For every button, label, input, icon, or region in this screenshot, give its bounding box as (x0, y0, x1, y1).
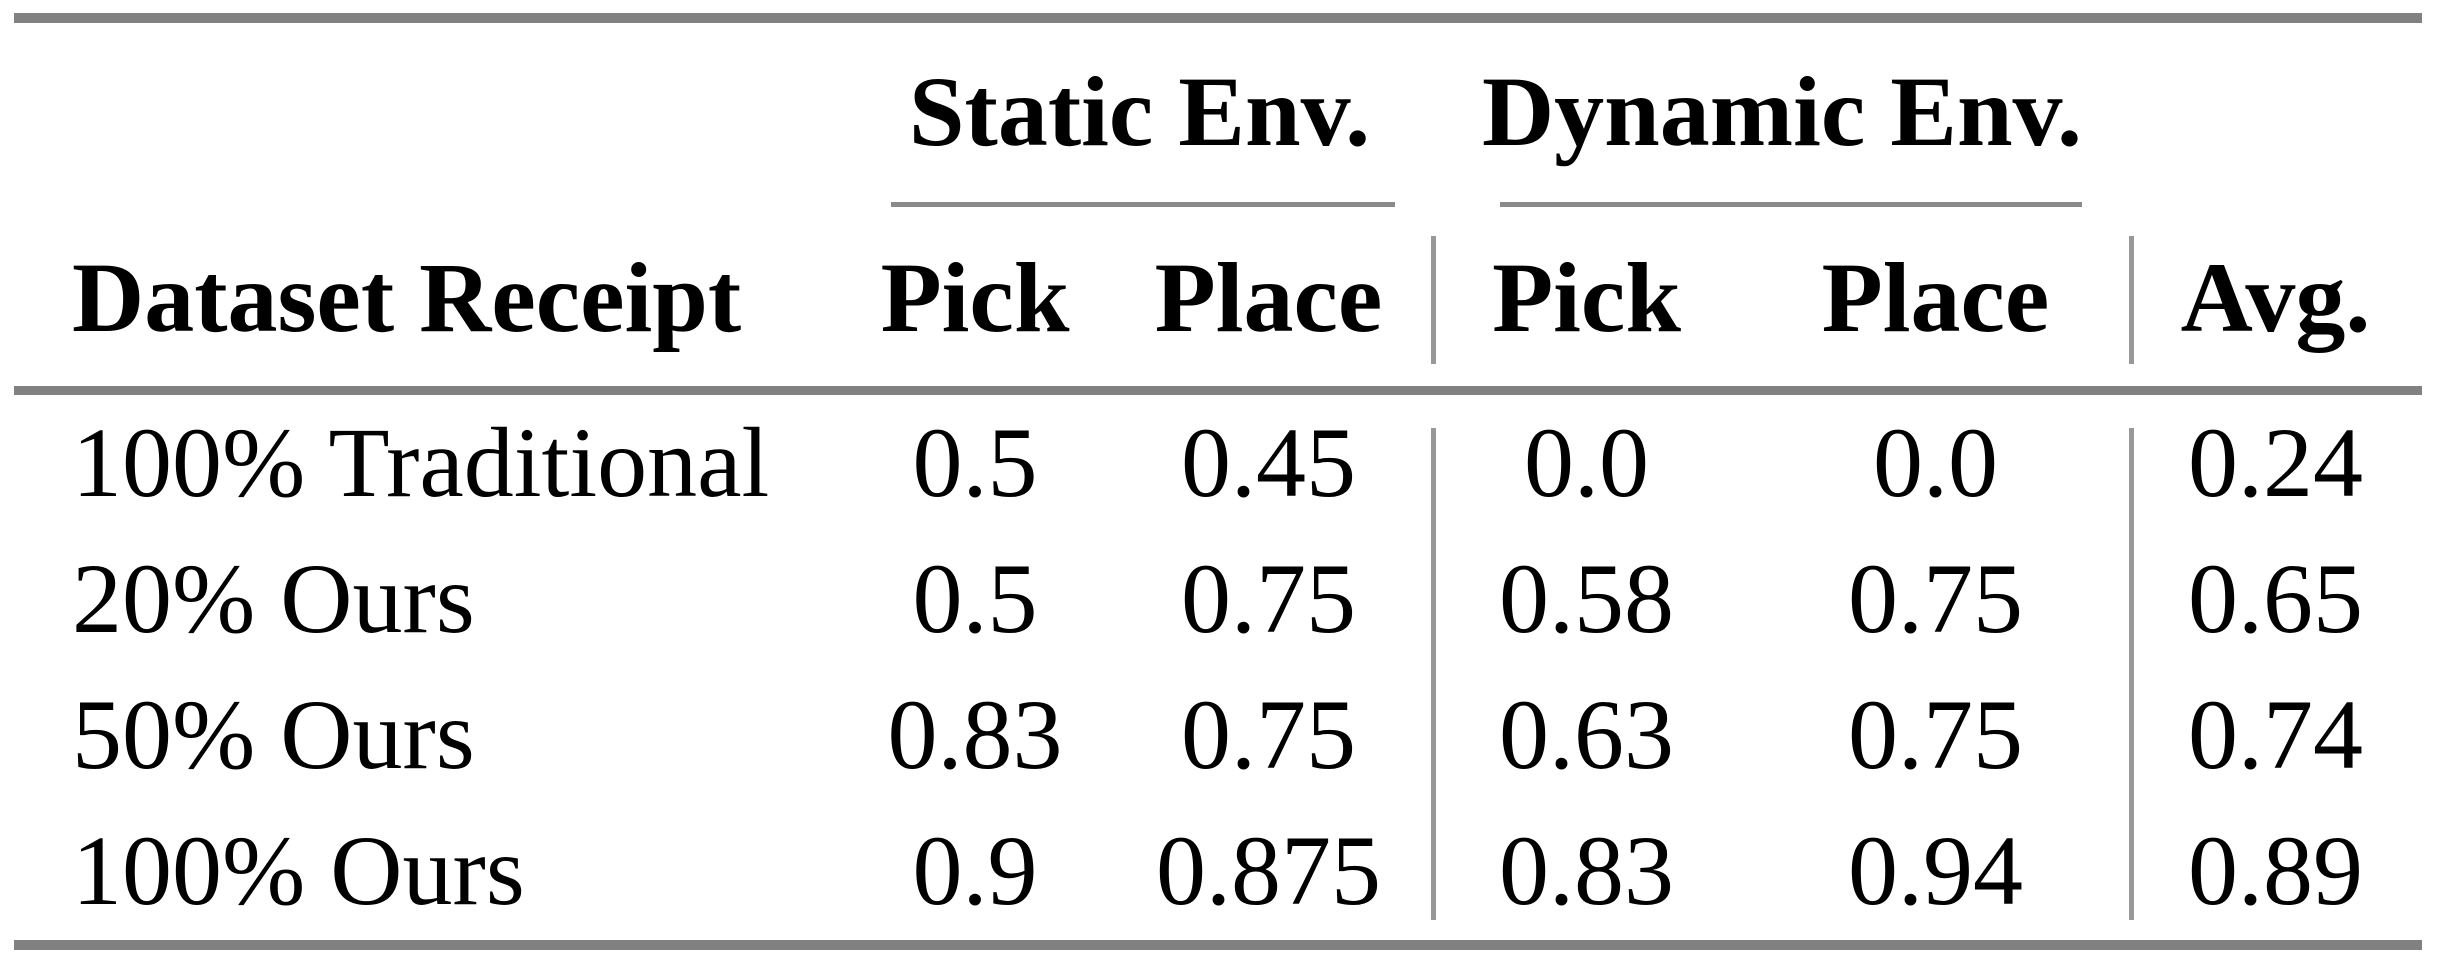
cell-avg: 0.74 (2188, 679, 2363, 790)
table-row: 20% Ours 0.5 0.75 0.58 0.75 0.65 (16, 531, 2420, 667)
header-separator-dynamic-avg (2129, 236, 2134, 364)
cell-dynamic-place: 0.75 (1848, 679, 2023, 790)
header-separator-static-dynamic (1431, 236, 1436, 364)
column-header-dynamic-place: Place (1821, 241, 2050, 353)
group-header-row: Static Env. Dynamic Env. (16, 23, 2420, 201)
top-rule (14, 13, 2422, 23)
cell-static-place: 0.75 (1181, 543, 1356, 654)
cell-dynamic-pick: 0.63 (1499, 679, 1674, 790)
dynamic-env-underline (1500, 201, 2082, 207)
column-header-avg: Avg. (2180, 241, 2371, 353)
bottom-rule (14, 940, 2422, 950)
column-header-dataset-receipt: Dataset Receipt (72, 241, 742, 353)
cell-static-place: 0.875 (1156, 815, 1381, 926)
table-body: 100% Traditional 0.5 0.45 0.0 0.0 0.24 2… (16, 395, 2420, 939)
row-label: 20% Ours (72, 543, 475, 654)
row-label: 50% Ours (72, 679, 475, 790)
table-row: 100% Ours 0.9 0.875 0.83 0.94 0.89 (16, 803, 2420, 939)
column-header-static-place: Place (1154, 241, 1383, 353)
table-row: 50% Ours 0.83 0.75 0.63 0.75 0.74 (16, 667, 2420, 803)
cmidrule-row (16, 201, 2420, 207)
cell-static-place: 0.75 (1181, 679, 1356, 790)
cmidrule-spacer-left (16, 201, 846, 207)
dynamic-env-underline-wrap (1433, 201, 2131, 207)
column-header-dynamic-pick: Pick (1492, 241, 1681, 353)
cell-dynamic-place: 0.94 (1848, 815, 2023, 926)
group-header-spacer-right (2131, 23, 2420, 201)
group-header-spacer-left (16, 23, 846, 201)
cell-static-pick: 0.9 (912, 815, 1038, 926)
cell-avg: 0.65 (2188, 543, 2363, 654)
cell-static-place: 0.45 (1181, 407, 1356, 518)
body-separator-static-dynamic (1431, 428, 1436, 920)
static-env-underline (891, 201, 1395, 207)
cell-static-pick: 0.83 (887, 679, 1063, 790)
column-header-static-pick: Pick (880, 241, 1070, 353)
row-label: 100% Traditional (72, 407, 770, 518)
cell-static-pick: 0.5 (912, 543, 1038, 654)
cell-dynamic-pick: 0.58 (1499, 543, 1674, 654)
cell-dynamic-place: 0.0 (1873, 407, 1998, 518)
body-separator-dynamic-avg (2129, 428, 2134, 920)
cell-dynamic-pick: 0.83 (1499, 815, 1674, 926)
cell-dynamic-pick: 0.0 (1524, 407, 1649, 518)
header-body-rule (14, 386, 2422, 395)
static-env-group-header: Static Env. (908, 56, 1371, 167)
cell-dynamic-place: 0.75 (1848, 543, 2023, 654)
dynamic-env-group-header: Dynamic Env. (1481, 56, 2083, 167)
table-row: 100% Traditional 0.5 0.45 0.0 0.0 0.24 (16, 395, 2420, 531)
cell-avg: 0.89 (2188, 815, 2363, 926)
column-header-row: Dataset Receipt Pick Place Pick Place Av… (16, 209, 2420, 386)
static-env-underline-wrap (846, 201, 1433, 207)
cell-avg: 0.24 (2188, 407, 2363, 518)
cell-static-pick: 0.5 (912, 407, 1038, 518)
row-label: 100% Ours (72, 815, 525, 926)
cmidrule-spacer-right (2131, 201, 2420, 207)
